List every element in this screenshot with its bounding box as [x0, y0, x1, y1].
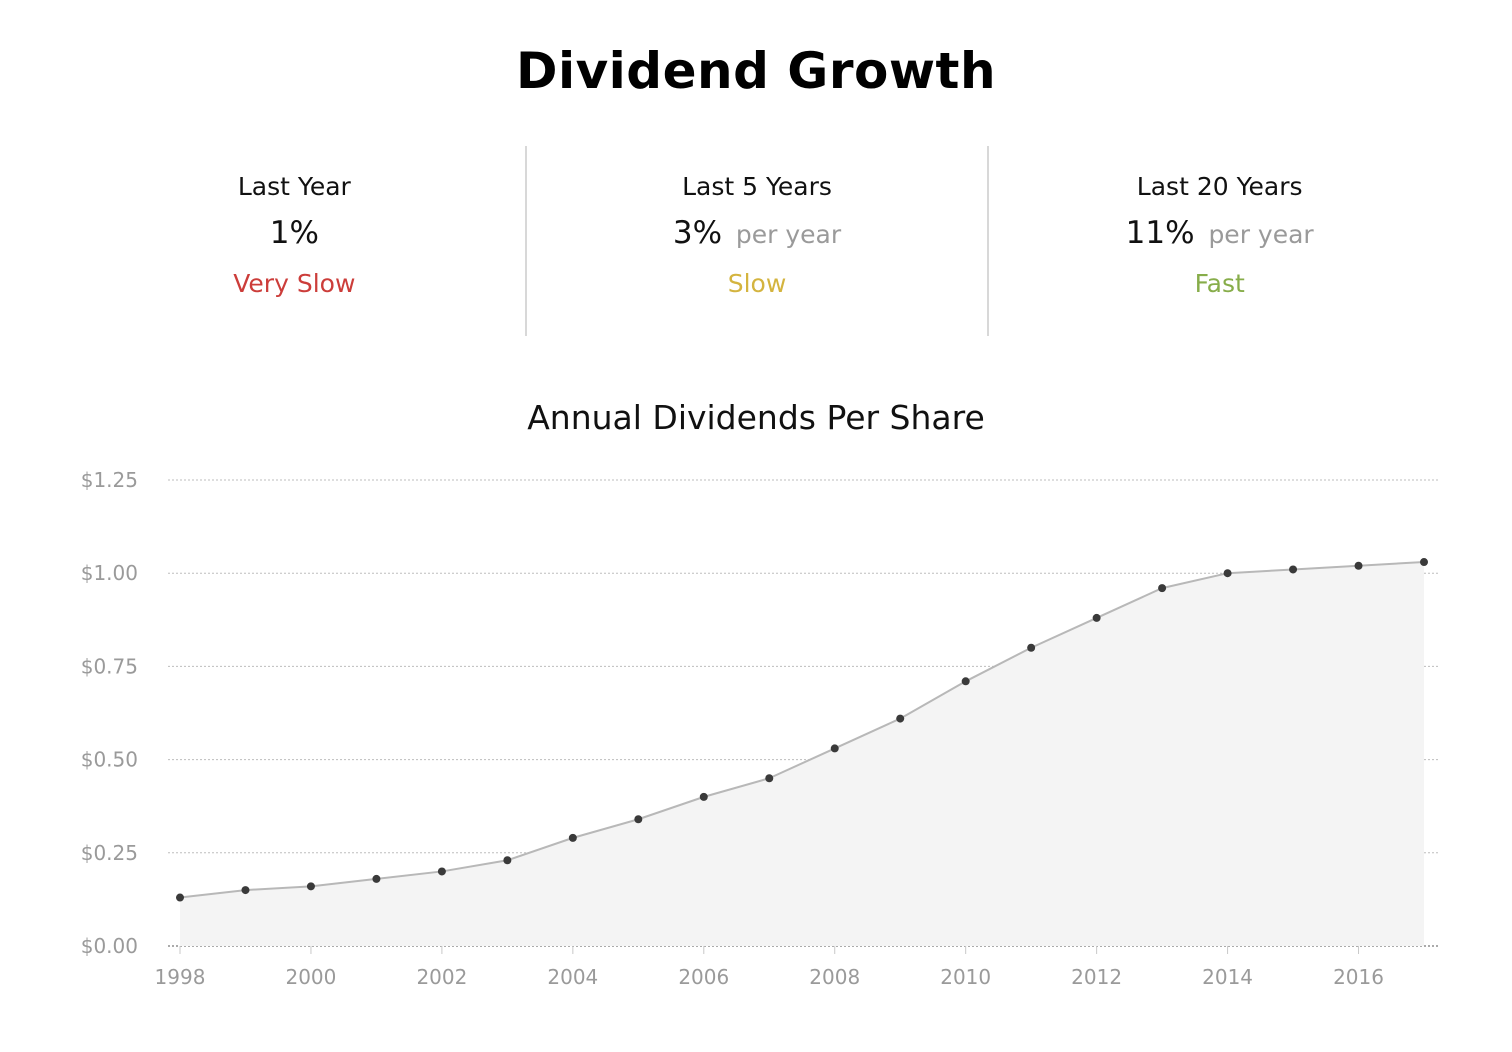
series-area [180, 562, 1424, 946]
data-point [437, 867, 446, 876]
stat-value: 11% [1125, 215, 1195, 251]
stat-label: Last 20 Years [1136, 172, 1303, 201]
x-tick-label: 2016 [1333, 965, 1384, 989]
stat-suffix: per year [1208, 220, 1314, 249]
stat-rating: Slow [727, 269, 787, 298]
data-point [1158, 584, 1167, 593]
data-point [1354, 561, 1363, 570]
stat-last-year: Last Year 1% Very Slow [64, 146, 525, 336]
stat-label: Last Year [237, 172, 351, 201]
stat-value-row: 3% per year [527, 215, 988, 251]
series-line [179, 561, 1425, 899]
y-tick-label: $0.50 [81, 748, 138, 772]
x-tick-label: 2014 [1202, 965, 1253, 989]
stat-rating: Fast [1194, 269, 1245, 298]
stat-suffix: per year [735, 220, 842, 249]
growth-stats: Last Year 1% Very Slow Last 5 Years 3% p… [64, 146, 1450, 336]
data-point [1092, 613, 1101, 622]
data-point [1420, 558, 1428, 567]
x-tick-label: 2012 [1071, 965, 1122, 989]
x-tick-label: 2008 [809, 965, 860, 989]
data-point [503, 856, 512, 865]
data-point [961, 677, 970, 686]
data-point [830, 744, 839, 753]
x-tick-label: 2004 [547, 965, 598, 989]
x-tick-label: 2000 [285, 965, 336, 989]
data-point [1223, 569, 1232, 578]
y-tick-label: $0.25 [81, 841, 138, 865]
chart-title: Annual Dividends Per Share [527, 398, 985, 437]
data-point [372, 874, 381, 883]
y-tick-label: $0.00 [81, 934, 138, 958]
x-tick-label: 1998 [155, 965, 206, 989]
data-point [1289, 565, 1298, 574]
data-point [896, 714, 905, 723]
y-tick-label: $0.75 [81, 654, 138, 678]
stat-value: 3% [672, 215, 723, 251]
stat-last-5-years: Last 5 Years 3% per year Slow [524, 146, 988, 336]
stat-value: 1% [269, 215, 319, 251]
data-point [306, 882, 315, 891]
data-point [568, 833, 577, 842]
dividend-chart: $0.00 $0.25 $0.50 $0.75 $1.00 $1.25 1998 2000 20… [81, 468, 1438, 989]
stat-label: Last 5 Years [682, 172, 832, 201]
data-point [765, 774, 774, 783]
page-title: Dividend Growth [515, 42, 997, 100]
x-tick-label: 2006 [678, 965, 729, 989]
data-point [634, 815, 643, 824]
data-point [241, 886, 250, 895]
data-point [699, 792, 708, 801]
x-tick-label: 2002 [416, 965, 467, 989]
x-tick-label: 2010 [940, 965, 991, 989]
stat-value-row: 11% per year [989, 215, 1450, 251]
y-tick-label: $1.25 [81, 468, 138, 492]
stat-last-20-years: Last 20 Years 11% per year Fast [987, 146, 1450, 336]
stat-rating: Very Slow [233, 269, 356, 298]
data-point [1027, 643, 1036, 652]
data-point [176, 893, 184, 902]
stat-value-row: 1% [64, 215, 525, 251]
y-tick-label: $1.00 [81, 561, 138, 585]
